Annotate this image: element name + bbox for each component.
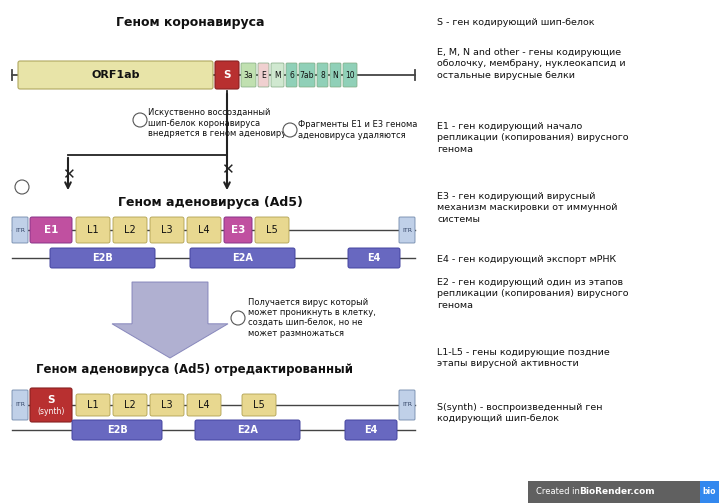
Text: L1: L1 bbox=[87, 400, 99, 410]
Text: S: S bbox=[224, 70, 231, 80]
FancyBboxPatch shape bbox=[150, 217, 184, 243]
FancyBboxPatch shape bbox=[215, 61, 239, 89]
Text: 6: 6 bbox=[289, 70, 294, 79]
FancyBboxPatch shape bbox=[30, 388, 72, 422]
Text: E2B: E2B bbox=[92, 253, 113, 263]
Text: E, M, N and other - гены кодирующие
оболочку, мембрану, нуклеокапсид и
остальные: E, M, N and other - гены кодирующие обол… bbox=[437, 48, 626, 80]
Text: L2: L2 bbox=[124, 400, 136, 410]
Text: 3a: 3a bbox=[244, 70, 253, 79]
Text: E3 - ген кодирующий вирусный
механизм маскировки от иммунной
системы: E3 - ген кодирующий вирусный механизм ма… bbox=[437, 192, 618, 224]
FancyBboxPatch shape bbox=[345, 420, 397, 440]
Text: L4: L4 bbox=[198, 225, 210, 235]
Text: E2B: E2B bbox=[106, 425, 127, 435]
Text: Геном коронавируса: Геном коронавируса bbox=[116, 16, 265, 29]
FancyBboxPatch shape bbox=[50, 248, 155, 268]
FancyBboxPatch shape bbox=[242, 394, 276, 416]
FancyBboxPatch shape bbox=[348, 248, 400, 268]
Text: Получается вирус который
может проникнуть в клетку,
создать шип-белок, но не
мож: Получается вирус который может проникнут… bbox=[248, 298, 376, 338]
Text: Фрагменты Е1 и Е3 генома
аденовируса удаляются: Фрагменты Е1 и Е3 генома аденовируса уда… bbox=[298, 120, 417, 140]
Text: E4: E4 bbox=[365, 425, 377, 435]
FancyBboxPatch shape bbox=[12, 217, 28, 243]
FancyBboxPatch shape bbox=[317, 63, 328, 87]
Text: L3: L3 bbox=[161, 400, 173, 410]
Bar bbox=[700, 481, 719, 503]
Text: Created in: Created in bbox=[536, 487, 582, 496]
Text: (synth): (synth) bbox=[37, 407, 65, 416]
FancyBboxPatch shape bbox=[299, 63, 315, 87]
Text: 1: 1 bbox=[287, 126, 293, 134]
Text: Геном аденовируса (Ad5): Геном аденовируса (Ad5) bbox=[118, 196, 303, 209]
Circle shape bbox=[15, 180, 29, 194]
Text: E: E bbox=[261, 70, 266, 79]
Polygon shape bbox=[112, 282, 228, 358]
FancyBboxPatch shape bbox=[255, 217, 289, 243]
Text: 10: 10 bbox=[345, 70, 354, 79]
Text: 2: 2 bbox=[137, 116, 143, 125]
Text: ✕: ✕ bbox=[221, 162, 234, 178]
FancyBboxPatch shape bbox=[286, 63, 297, 87]
Text: ITR: ITR bbox=[15, 227, 25, 232]
Text: L2: L2 bbox=[124, 225, 136, 235]
Text: ORF1ab: ORF1ab bbox=[91, 70, 139, 80]
Text: L5: L5 bbox=[266, 225, 278, 235]
Text: BioRender.com: BioRender.com bbox=[579, 487, 654, 496]
Text: E4 - ген кодирующий экспорт мРНК: E4 - ген кодирующий экспорт мРНК bbox=[437, 255, 616, 264]
Text: L4: L4 bbox=[198, 400, 210, 410]
FancyBboxPatch shape bbox=[343, 63, 357, 87]
Text: E4: E4 bbox=[367, 253, 380, 263]
FancyBboxPatch shape bbox=[224, 217, 252, 243]
Text: ✕: ✕ bbox=[62, 167, 74, 183]
Text: 1: 1 bbox=[19, 183, 25, 192]
Text: bio: bio bbox=[702, 487, 715, 496]
FancyBboxPatch shape bbox=[76, 394, 110, 416]
Circle shape bbox=[283, 123, 297, 137]
FancyBboxPatch shape bbox=[30, 217, 72, 243]
Text: ITR: ITR bbox=[402, 227, 412, 232]
FancyBboxPatch shape bbox=[399, 390, 415, 420]
Text: Искуственно воссозданный
шип-белок коронавируса
внедряется в геном аденовируса: Искуственно воссозданный шип-белок корон… bbox=[148, 108, 296, 138]
FancyBboxPatch shape bbox=[150, 394, 184, 416]
Text: L3: L3 bbox=[161, 225, 173, 235]
FancyBboxPatch shape bbox=[187, 217, 221, 243]
FancyBboxPatch shape bbox=[190, 248, 295, 268]
FancyBboxPatch shape bbox=[113, 394, 147, 416]
Text: 8: 8 bbox=[320, 70, 325, 79]
FancyBboxPatch shape bbox=[76, 217, 110, 243]
Text: E2A: E2A bbox=[232, 253, 253, 263]
FancyBboxPatch shape bbox=[271, 63, 284, 87]
FancyBboxPatch shape bbox=[187, 394, 221, 416]
FancyBboxPatch shape bbox=[330, 63, 341, 87]
Circle shape bbox=[231, 311, 245, 325]
Text: Геном аденовируса (Ad5) отредактированный: Геном аденовируса (Ad5) отредактированны… bbox=[37, 364, 354, 377]
Text: S: S bbox=[47, 395, 55, 405]
FancyBboxPatch shape bbox=[72, 420, 162, 440]
FancyBboxPatch shape bbox=[113, 217, 147, 243]
Text: L5: L5 bbox=[253, 400, 265, 410]
Text: L1: L1 bbox=[87, 225, 99, 235]
Text: E3: E3 bbox=[231, 225, 245, 235]
Text: E2 - ген кодирующий один из этапов
репликации (копирования) вирусного
генома: E2 - ген кодирующий один из этапов репли… bbox=[437, 278, 628, 310]
Text: ITR: ITR bbox=[15, 402, 25, 407]
Circle shape bbox=[133, 113, 147, 127]
Text: E2A: E2A bbox=[237, 425, 258, 435]
Text: N: N bbox=[333, 70, 339, 79]
Text: 3: 3 bbox=[235, 313, 241, 322]
Text: 7ab: 7ab bbox=[300, 70, 314, 79]
Text: M: M bbox=[274, 70, 281, 79]
Text: E1 - ген кодирующий начало
репликации (копирования) вирусного
генома: E1 - ген кодирующий начало репликации (к… bbox=[437, 122, 628, 154]
Bar bbox=[528, 481, 700, 503]
FancyBboxPatch shape bbox=[399, 217, 415, 243]
FancyBboxPatch shape bbox=[241, 63, 256, 87]
FancyBboxPatch shape bbox=[18, 61, 213, 89]
FancyBboxPatch shape bbox=[195, 420, 300, 440]
Text: S(synth) - воспроизведенный ген
кодирующий шип-белок: S(synth) - воспроизведенный ген кодирующ… bbox=[437, 403, 603, 424]
FancyBboxPatch shape bbox=[258, 63, 269, 87]
Text: L1-L5 - гены кодирующие поздние
этапы вирусной активности: L1-L5 - гены кодирующие поздние этапы ви… bbox=[437, 348, 610, 369]
Text: S - ген кодирующий шип-белок: S - ген кодирующий шип-белок bbox=[437, 18, 595, 27]
FancyBboxPatch shape bbox=[12, 390, 28, 420]
Text: ITR: ITR bbox=[402, 402, 412, 407]
Text: E1: E1 bbox=[44, 225, 58, 235]
